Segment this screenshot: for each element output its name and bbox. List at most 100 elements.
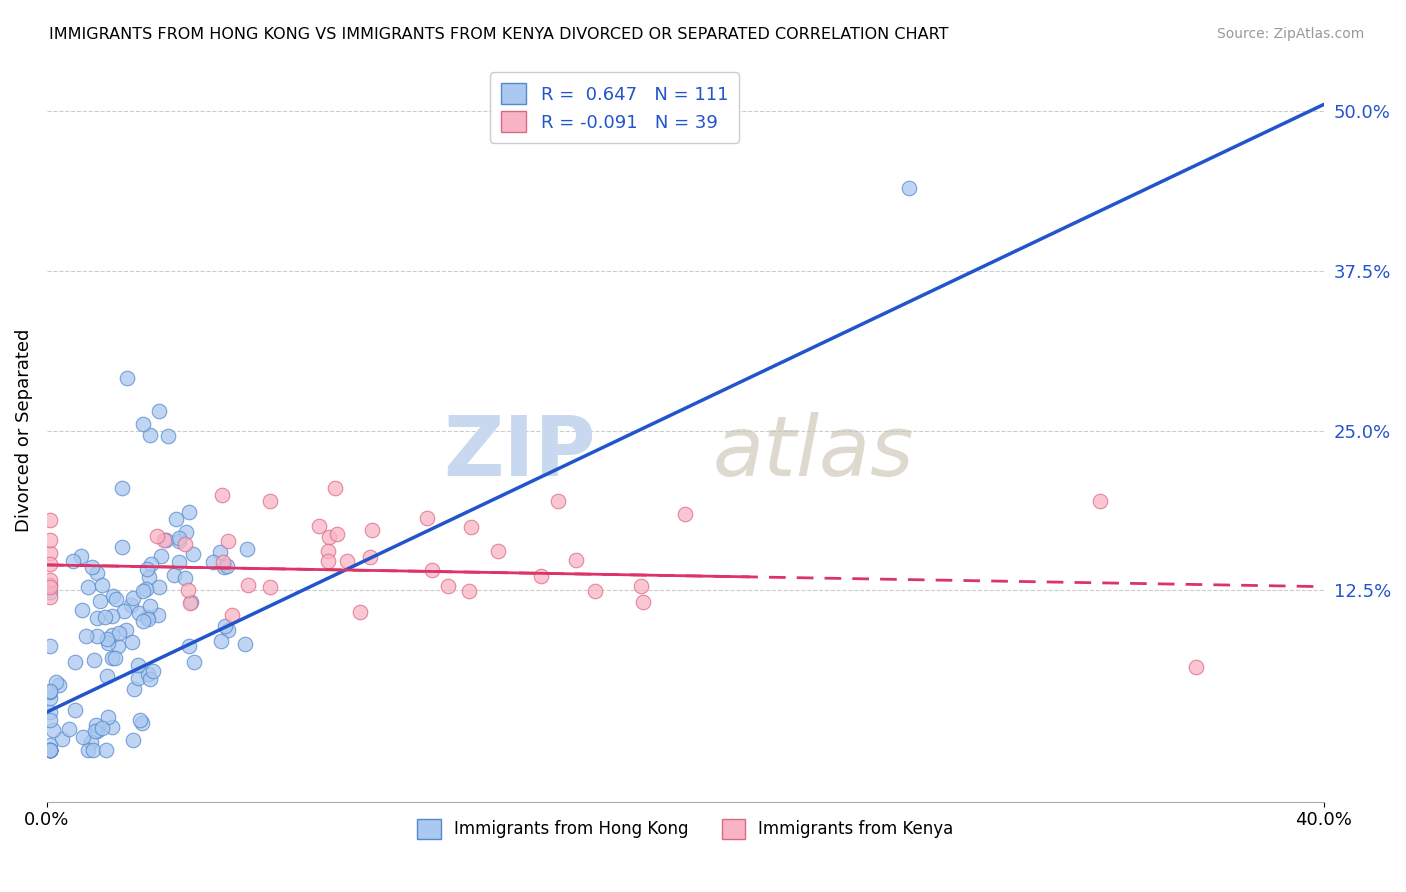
Point — [131, 716, 153, 731]
Point — [115, 623, 138, 637]
Point — [217, 533, 239, 548]
Point — [233, 637, 256, 651]
Point — [157, 429, 180, 443]
Point — [45, 675, 67, 690]
Point — [111, 481, 134, 495]
Point — [177, 582, 200, 597]
Point — [105, 592, 128, 607]
Point — [139, 558, 162, 572]
Point — [100, 650, 122, 665]
Point — [84, 718, 107, 732]
Point — [150, 549, 173, 564]
Point — [39, 743, 62, 757]
Point — [39, 573, 62, 587]
Point — [336, 554, 359, 568]
Point — [897, 180, 920, 194]
Point — [214, 618, 236, 632]
Point — [148, 581, 170, 595]
Point — [420, 563, 443, 577]
Point — [39, 713, 62, 727]
Point — [547, 494, 569, 508]
Point — [129, 713, 152, 727]
Point — [174, 537, 197, 551]
Point — [115, 371, 138, 385]
Point — [39, 743, 62, 757]
Point — [673, 507, 696, 521]
Point — [83, 724, 105, 739]
Point — [111, 540, 134, 554]
Point — [167, 531, 190, 545]
Point — [48, 678, 70, 692]
Point — [100, 609, 122, 624]
Point — [174, 571, 197, 585]
Point — [236, 541, 259, 556]
Point — [39, 706, 62, 720]
Point — [460, 520, 482, 534]
Point — [457, 583, 479, 598]
Point — [86, 610, 108, 624]
Point — [326, 527, 349, 541]
Point — [132, 584, 155, 599]
Text: Source: ZipAtlas.com: Source: ZipAtlas.com — [1216, 27, 1364, 41]
Point — [39, 546, 62, 560]
Point — [121, 732, 143, 747]
Point — [39, 743, 62, 757]
Text: atlas: atlas — [713, 412, 914, 493]
Point — [39, 743, 62, 757]
Text: IMMIGRANTS FROM HONG KONG VS IMMIGRANTS FROM KENYA DIVORCED OR SEPARATED CORRELA: IMMIGRANTS FROM HONG KONG VS IMMIGRANTS … — [49, 27, 949, 42]
Point — [136, 562, 159, 576]
Point — [177, 505, 200, 519]
Point — [39, 685, 62, 699]
Point — [565, 553, 588, 567]
Point — [127, 671, 149, 685]
Point — [127, 657, 149, 672]
Point — [152, 533, 174, 548]
Point — [308, 519, 330, 533]
Point — [416, 510, 439, 524]
Point — [202, 555, 225, 569]
Point — [259, 494, 281, 508]
Point — [631, 595, 654, 609]
Point — [1185, 660, 1208, 674]
Point — [136, 667, 159, 681]
Point — [97, 710, 120, 724]
Point — [83, 653, 105, 667]
Point — [181, 547, 204, 561]
Point — [39, 585, 62, 599]
Point — [323, 482, 346, 496]
Point — [94, 610, 117, 624]
Point — [349, 606, 371, 620]
Point — [167, 555, 190, 569]
Point — [630, 579, 652, 593]
Point — [39, 743, 62, 757]
Point — [75, 629, 97, 643]
Point — [212, 559, 235, 574]
Point — [179, 595, 201, 609]
Point — [183, 655, 205, 669]
Point — [65, 703, 87, 717]
Point — [236, 578, 259, 592]
Point — [97, 636, 120, 650]
Text: ZIP: ZIP — [443, 412, 596, 493]
Point — [530, 568, 553, 582]
Point — [90, 722, 112, 736]
Point — [86, 723, 108, 738]
Point — [131, 417, 153, 432]
Point — [135, 609, 157, 624]
Point — [69, 549, 91, 563]
Point — [165, 512, 187, 526]
Point — [80, 560, 103, 574]
Point — [122, 591, 145, 605]
Point — [139, 672, 162, 686]
Point — [583, 583, 606, 598]
Point — [96, 632, 118, 646]
Point — [96, 669, 118, 683]
Point — [217, 623, 239, 637]
Point — [1090, 494, 1112, 508]
Point — [141, 664, 163, 678]
Point — [146, 529, 169, 543]
Point — [39, 578, 62, 592]
Point — [128, 606, 150, 620]
Point — [58, 722, 80, 736]
Point — [486, 544, 509, 558]
